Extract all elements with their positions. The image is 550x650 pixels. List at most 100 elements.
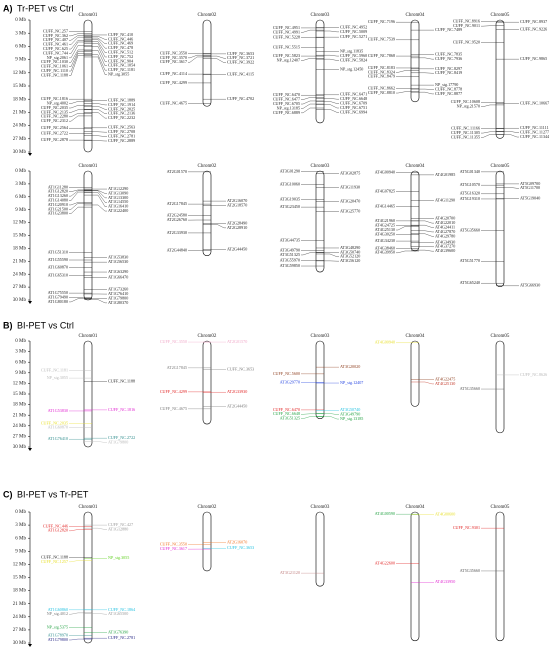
chromosome-name: Chrom01 <box>79 505 98 510</box>
chromosome <box>495 340 505 434</box>
gene-label: AT3G48290 <box>340 245 360 250</box>
chromosome <box>202 170 212 257</box>
gene-label: NP_stg.12450 <box>340 67 363 72</box>
y-tick-label: 0 Mb <box>15 169 26 174</box>
gene-label: AT2G33930 <box>227 389 247 394</box>
gene-label: CUFF_NC.8324 <box>368 69 395 74</box>
gene-label: AT2G17845 <box>167 365 187 370</box>
gene-label: CUFF_NC.8297 <box>435 66 462 71</box>
gene-label: CUFF_NC.7936 <box>435 56 462 61</box>
gene-label: AT2G18570 <box>227 202 247 207</box>
gene-label: CUFF_NC.1188 <box>41 554 68 559</box>
gene-label: CUFF_NC.8778 <box>435 86 462 91</box>
gene-label: CUFF_NC.9520 <box>453 39 480 44</box>
gene-label: CUFF_NC.2889 <box>108 138 135 143</box>
gene-label: CUFF_NC.7489 <box>435 27 462 32</box>
gene-label: CUFF_NC.9226 <box>520 27 547 32</box>
gene-label: CUFF_NC.2136 <box>108 111 135 116</box>
gene-label: CUFF_NC.1257 <box>41 559 68 564</box>
gene-label: CUFF_NC.625 <box>43 46 68 51</box>
gene-connector <box>69 35 84 41</box>
gene-connector <box>481 134 496 138</box>
y-tick-label: 6 Mb <box>15 45 26 50</box>
gene-label: AT4G33950 <box>435 579 455 584</box>
gene-connector <box>69 202 84 206</box>
gene-label: AT3G51325 <box>280 252 300 257</box>
gene-label: AT1G12820 <box>48 528 68 533</box>
gene-label: AT3G11930 <box>340 184 360 189</box>
gene-label: AT2G16070 <box>227 540 247 545</box>
gene-label: AT3G10060 <box>280 181 300 186</box>
gene-label: CUFF_NC.5228 <box>273 35 300 40</box>
chromosome-name: Chrom03 <box>311 13 330 18</box>
gene-label: AT4G00940 <box>375 340 395 345</box>
y-tick-label: 0 Mb <box>15 18 26 23</box>
gene-label: CUFF_NC.3922 <box>227 60 254 65</box>
gene-label: AT3G55970 <box>280 257 300 262</box>
gene-connector <box>301 97 316 100</box>
gene-connector <box>92 135 107 137</box>
gene-label: CUFF_NC.2035 <box>41 420 68 425</box>
gene-label: CUFF_NC.3653 <box>227 545 254 550</box>
gene-label: AT4G27870 <box>435 229 455 234</box>
y-tick-label: 12 Mb <box>13 563 27 568</box>
chromosome-name: Chrom03 <box>311 164 330 169</box>
gene-connector <box>301 29 316 33</box>
gene-label: AT5G35660 <box>460 227 480 232</box>
gene-label: CUFF_NC.2722 <box>41 130 68 135</box>
gene-label: CUFF_NC.11111 <box>520 125 549 130</box>
y-tick-label: 15 Mb <box>13 576 27 581</box>
gene-label: AT1G65500 <box>108 611 128 616</box>
chromosome-name: Chrom02 <box>198 13 217 18</box>
gene-label: AT1G79800 <box>108 440 128 445</box>
gene-connector <box>92 109 107 114</box>
gene-label: CUFF_NC.5824 <box>340 57 367 62</box>
gene-label: CUFF_NC.8810 <box>368 90 395 95</box>
gene-label: AT4G34230 <box>375 238 395 243</box>
gene-label: AT1G79800 <box>108 295 128 300</box>
gene-label: AT1G79800 <box>48 637 68 642</box>
chromosome <box>410 340 420 407</box>
gene-label: AT5G19310 <box>460 196 480 201</box>
gene-connector <box>69 191 84 201</box>
gene-label: CUFF_NC.427 <box>108 522 133 527</box>
gene-connector <box>419 57 434 60</box>
gene-connector <box>92 36 107 40</box>
gene-connector <box>481 131 496 134</box>
gene-label: CUFF_NC.6648 <box>340 96 367 101</box>
gene-label: AT4G37270 <box>435 244 455 249</box>
gene-label: AT2G01570 <box>227 339 247 344</box>
y-tick-label: 30 Mb <box>13 445 27 450</box>
chromosome <box>410 170 420 252</box>
gene-label: CUFF_NC.1110 <box>41 68 68 73</box>
gene-label: AT4G00590 <box>375 511 395 516</box>
gene-label: CUFF_NC.4951 <box>273 25 300 30</box>
gene-connector <box>69 612 84 615</box>
chromosome-name: Chrom04 <box>406 13 425 18</box>
gene-connector <box>69 529 84 531</box>
gene-connector <box>301 252 316 256</box>
y-tick-label: 15 Mb <box>13 84 27 89</box>
gene-label: CUFF_NC.7196 <box>368 19 395 24</box>
gene-connector <box>69 113 84 117</box>
gene-connector <box>504 131 519 133</box>
gene-label: CUFF_NC.1864 <box>108 607 135 612</box>
gene-label: AT5G01340 <box>460 169 480 174</box>
axis-arrow <box>28 153 32 156</box>
gene-label: CUFF_NC.5009 <box>340 29 367 34</box>
gene-label: CUFF_NC.7835 <box>435 52 462 57</box>
gene-label: AT5G10570 <box>460 182 480 187</box>
gene-label: NP_stg.5375 <box>47 625 68 630</box>
gene-connector <box>69 190 84 197</box>
gene-label: CUFF_NC.6648 <box>273 411 300 416</box>
gene-label: CUFF_NC.410 <box>108 32 133 37</box>
y-tick-label: 30 Mb <box>13 641 27 646</box>
chromosome <box>83 340 93 448</box>
gene-label: CUFF_NC.7539 <box>368 37 395 42</box>
y-tick-label: 3 Mb <box>15 350 26 355</box>
chromosome <box>410 19 420 103</box>
y-tick-label: 12 Mb <box>13 71 27 76</box>
axis-arrow <box>28 301 32 304</box>
gene-label: CUFF_NC.5600 <box>273 371 300 376</box>
y-tick-label: 24 Mb <box>13 424 27 429</box>
